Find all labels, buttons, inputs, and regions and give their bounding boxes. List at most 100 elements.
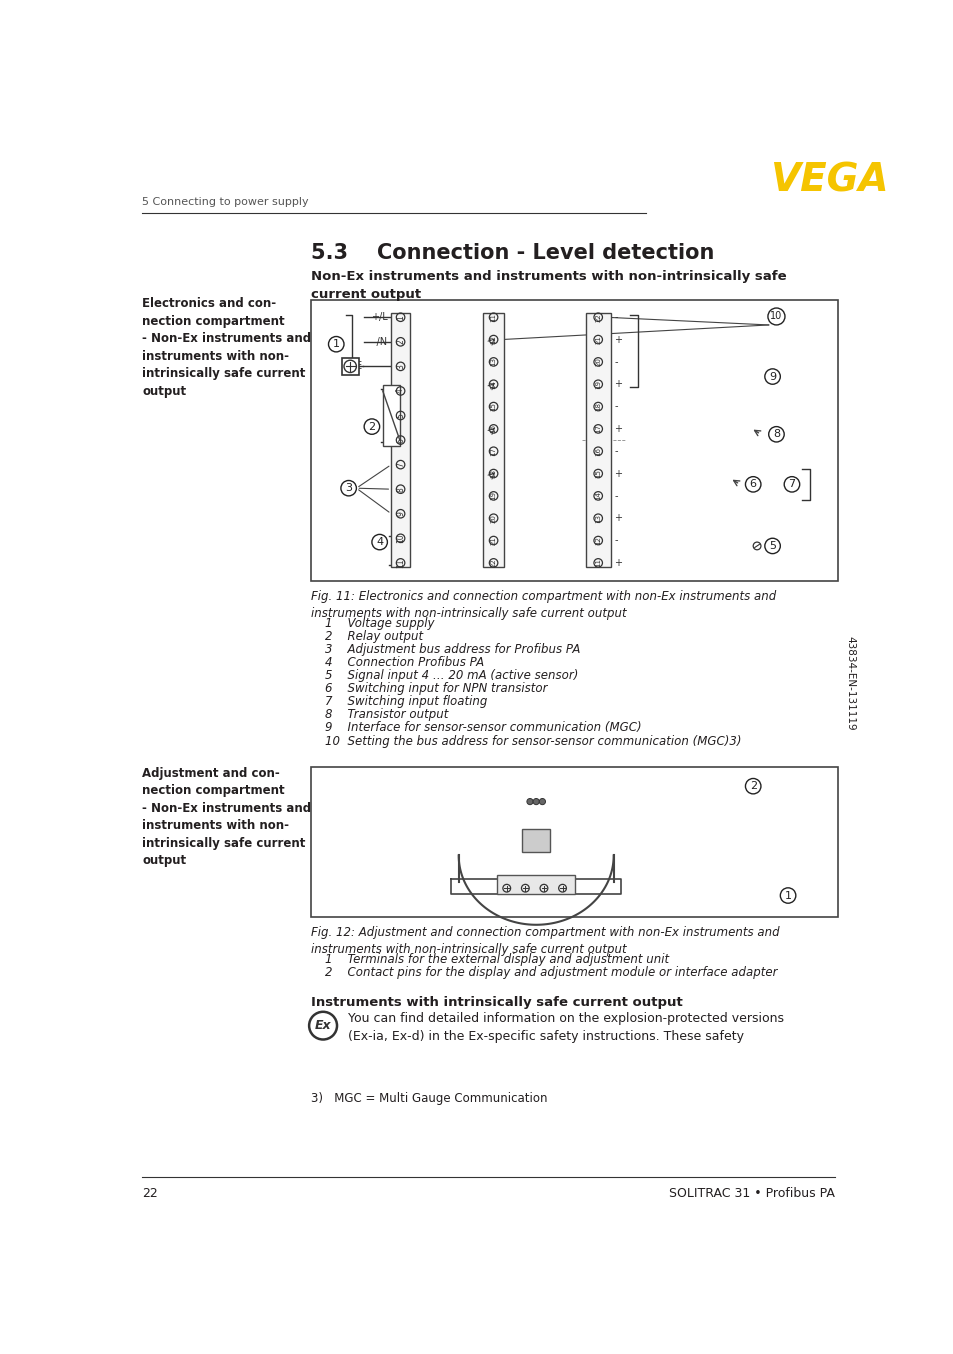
Text: +/L: +/L	[371, 313, 387, 322]
Text: Ex: Ex	[314, 1020, 331, 1032]
Text: 17: 17	[595, 424, 600, 433]
Text: 7: 7	[787, 479, 795, 489]
Text: -: -	[614, 536, 618, 546]
Text: +: +	[614, 513, 621, 523]
Text: 2: 2	[368, 421, 375, 432]
Text: 10: 10	[769, 311, 781, 321]
Text: -: -	[614, 402, 618, 412]
Text: PE: PE	[350, 362, 361, 371]
Text: -: -	[614, 313, 618, 322]
Text: 2: 2	[395, 340, 405, 344]
Text: 1: 1	[395, 315, 405, 320]
Text: Instruments with intrinsically safe current output: Instruments with intrinsically safe curr…	[311, 997, 682, 1009]
Text: 8: 8	[395, 487, 405, 492]
Text: 2    Contact pins for the display and adjustment module or interface adapter: 2 Contact pins for the display and adjus…	[324, 965, 777, 979]
Text: 15: 15	[595, 468, 600, 478]
Text: 5    Signal input 4 … 20 mA (active sensor): 5 Signal input 4 … 20 mA (active sensor)	[324, 669, 578, 682]
Text: +: +	[614, 558, 621, 567]
Text: -: -	[614, 447, 618, 456]
Text: +: +	[614, 468, 621, 478]
Text: 8: 8	[559, 877, 565, 887]
Text: 14: 14	[490, 380, 497, 389]
Bar	[341, 357, 358, 375]
Text: 19: 19	[490, 492, 497, 501]
Text: 9    Interface for sensor-sensor communication (MGC): 9 Interface for sensor-sensor communicat…	[324, 722, 640, 734]
Text: 21: 21	[595, 336, 600, 344]
Text: 13: 13	[595, 513, 600, 523]
Text: 5: 5	[395, 413, 405, 418]
Text: 20: 20	[595, 357, 600, 367]
Text: Non-Ex instruments and instruments with non-intrinsically safe
current output: Non-Ex instruments and instruments with …	[311, 271, 786, 302]
Text: 1    Voltage supply: 1 Voltage supply	[324, 617, 434, 630]
Text: -: -	[614, 492, 618, 501]
Text: 6    Switching input for NPN transistor: 6 Switching input for NPN transistor	[324, 682, 547, 695]
Text: 21: 21	[490, 536, 497, 546]
Circle shape	[526, 799, 533, 804]
Bar	[585, 313, 610, 567]
Text: 5: 5	[503, 877, 509, 887]
Text: 16: 16	[490, 424, 497, 433]
Text: 19: 19	[595, 379, 600, 389]
Text: Electronics and con-
nection compartment
- Non-Ex instruments and
instruments wi: Electronics and con- nection compartment…	[142, 298, 312, 398]
Text: SOLITRAC 31 • Profibus PA: SOLITRAC 31 • Profibus PA	[669, 1186, 835, 1200]
Text: -: -	[614, 357, 618, 367]
Bar	[311, 299, 838, 581]
Text: 1: 1	[333, 340, 339, 349]
Text: 4: 4	[375, 538, 383, 547]
Text: 1: 1	[783, 891, 791, 900]
Text: You can find detailed information on the explosion-protected versions
(Ex-ia, Ex: You can find detailed information on the…	[348, 1011, 783, 1043]
Bar	[382, 385, 399, 447]
Text: 2: 2	[749, 781, 756, 791]
Text: 15: 15	[490, 402, 497, 412]
Text: 3    Adjustment bus address for Profibus PA: 3 Adjustment bus address for Profibus PA	[324, 643, 579, 655]
Text: Fig. 12: Adjustment and connection compartment with non-Ex instruments and
instr: Fig. 12: Adjustment and connection compa…	[311, 926, 780, 956]
Text: 16: 16	[595, 447, 600, 456]
Text: -/N: -/N	[373, 337, 387, 347]
Text: 14: 14	[595, 492, 600, 501]
Text: 22: 22	[595, 313, 600, 322]
Text: 1    Terminals for the external display and adjustment unit: 1 Terminals for the external display and…	[324, 952, 668, 965]
Text: 7: 7	[540, 877, 546, 887]
Text: 6: 6	[395, 437, 405, 443]
Circle shape	[538, 799, 545, 804]
Text: 18: 18	[490, 468, 497, 478]
Text: 10  Setting the bus address for sensor-sensor communication (MGC)3): 10 Setting the bus address for sensor-se…	[324, 735, 740, 747]
Text: 20: 20	[490, 513, 497, 523]
Text: 5.3    Connection - Level detection: 5.3 Connection - Level detection	[311, 244, 714, 263]
Text: 4: 4	[395, 389, 405, 394]
Text: +: +	[614, 334, 621, 344]
Text: 22: 22	[490, 558, 497, 567]
Text: 22: 22	[142, 1186, 158, 1200]
Bar	[391, 313, 410, 567]
Text: +: +	[614, 424, 621, 433]
Text: 6: 6	[522, 877, 528, 887]
Bar	[311, 766, 838, 917]
Bar	[497, 875, 575, 894]
Bar	[483, 313, 503, 567]
Text: 5: 5	[768, 542, 775, 551]
Text: 10: 10	[395, 533, 405, 543]
Text: Fig. 11: Electronics and connection compartment with non-Ex instruments and
inst: Fig. 11: Electronics and connection comp…	[311, 590, 776, 620]
Bar	[521, 829, 550, 852]
Text: 8: 8	[772, 429, 780, 439]
Text: 11: 11	[595, 558, 600, 567]
Text: 11: 11	[395, 558, 405, 567]
Text: 17: 17	[490, 447, 497, 456]
Text: 3)   MGC = Multi Gauge Communication: 3) MGC = Multi Gauge Communication	[311, 1091, 547, 1105]
Text: +: +	[614, 379, 621, 389]
Text: 3: 3	[395, 364, 405, 368]
Text: 43834-EN-131119: 43834-EN-131119	[844, 636, 854, 731]
Text: 5 Connecting to power supply: 5 Connecting to power supply	[142, 198, 309, 207]
Text: 6: 6	[749, 479, 756, 489]
Text: 4    Connection Profibus PA: 4 Connection Profibus PA	[324, 657, 483, 669]
Text: 11: 11	[490, 313, 497, 322]
Text: 18: 18	[595, 402, 600, 412]
Text: VEGA: VEGA	[769, 161, 887, 199]
Circle shape	[533, 799, 538, 804]
Text: Adjustment and con-
nection compartment
- Non-Ex instruments and
instruments wit: Adjustment and con- nection compartment …	[142, 766, 312, 868]
Text: 12: 12	[595, 536, 600, 546]
Text: 9: 9	[768, 371, 776, 382]
Text: 7    Switching input floating: 7 Switching input floating	[324, 696, 486, 708]
Text: 3: 3	[345, 483, 352, 493]
Text: 8    Transistor output: 8 Transistor output	[324, 708, 448, 722]
